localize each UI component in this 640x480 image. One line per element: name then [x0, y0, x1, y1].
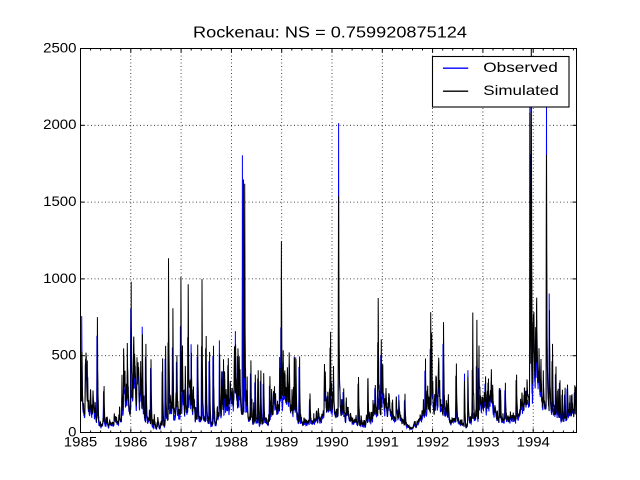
svg-text:1990: 1990: [315, 434, 348, 449]
svg-text:2000: 2000: [43, 117, 76, 132]
svg-text:Observed: Observed: [483, 59, 558, 75]
svg-text:1000: 1000: [43, 271, 76, 286]
svg-text:1992: 1992: [416, 434, 449, 449]
svg-text:1985: 1985: [64, 434, 97, 449]
svg-text:1986: 1986: [114, 434, 147, 449]
svg-text:Rockenau: NS = 0.759920875124: Rockenau: NS = 0.759920875124: [193, 25, 467, 42]
svg-text:500: 500: [52, 348, 77, 363]
svg-text:1993: 1993: [466, 434, 499, 449]
svg-text:Simulated: Simulated: [483, 82, 559, 98]
svg-text:0: 0: [68, 424, 76, 439]
svg-text:2500: 2500: [43, 40, 76, 55]
svg-text:1989: 1989: [265, 434, 298, 449]
svg-text:1988: 1988: [215, 434, 248, 449]
svg-text:1987: 1987: [164, 434, 197, 449]
svg-text:1994: 1994: [517, 434, 551, 449]
svg-text:1991: 1991: [366, 434, 399, 449]
svg-text:1500: 1500: [43, 194, 76, 209]
